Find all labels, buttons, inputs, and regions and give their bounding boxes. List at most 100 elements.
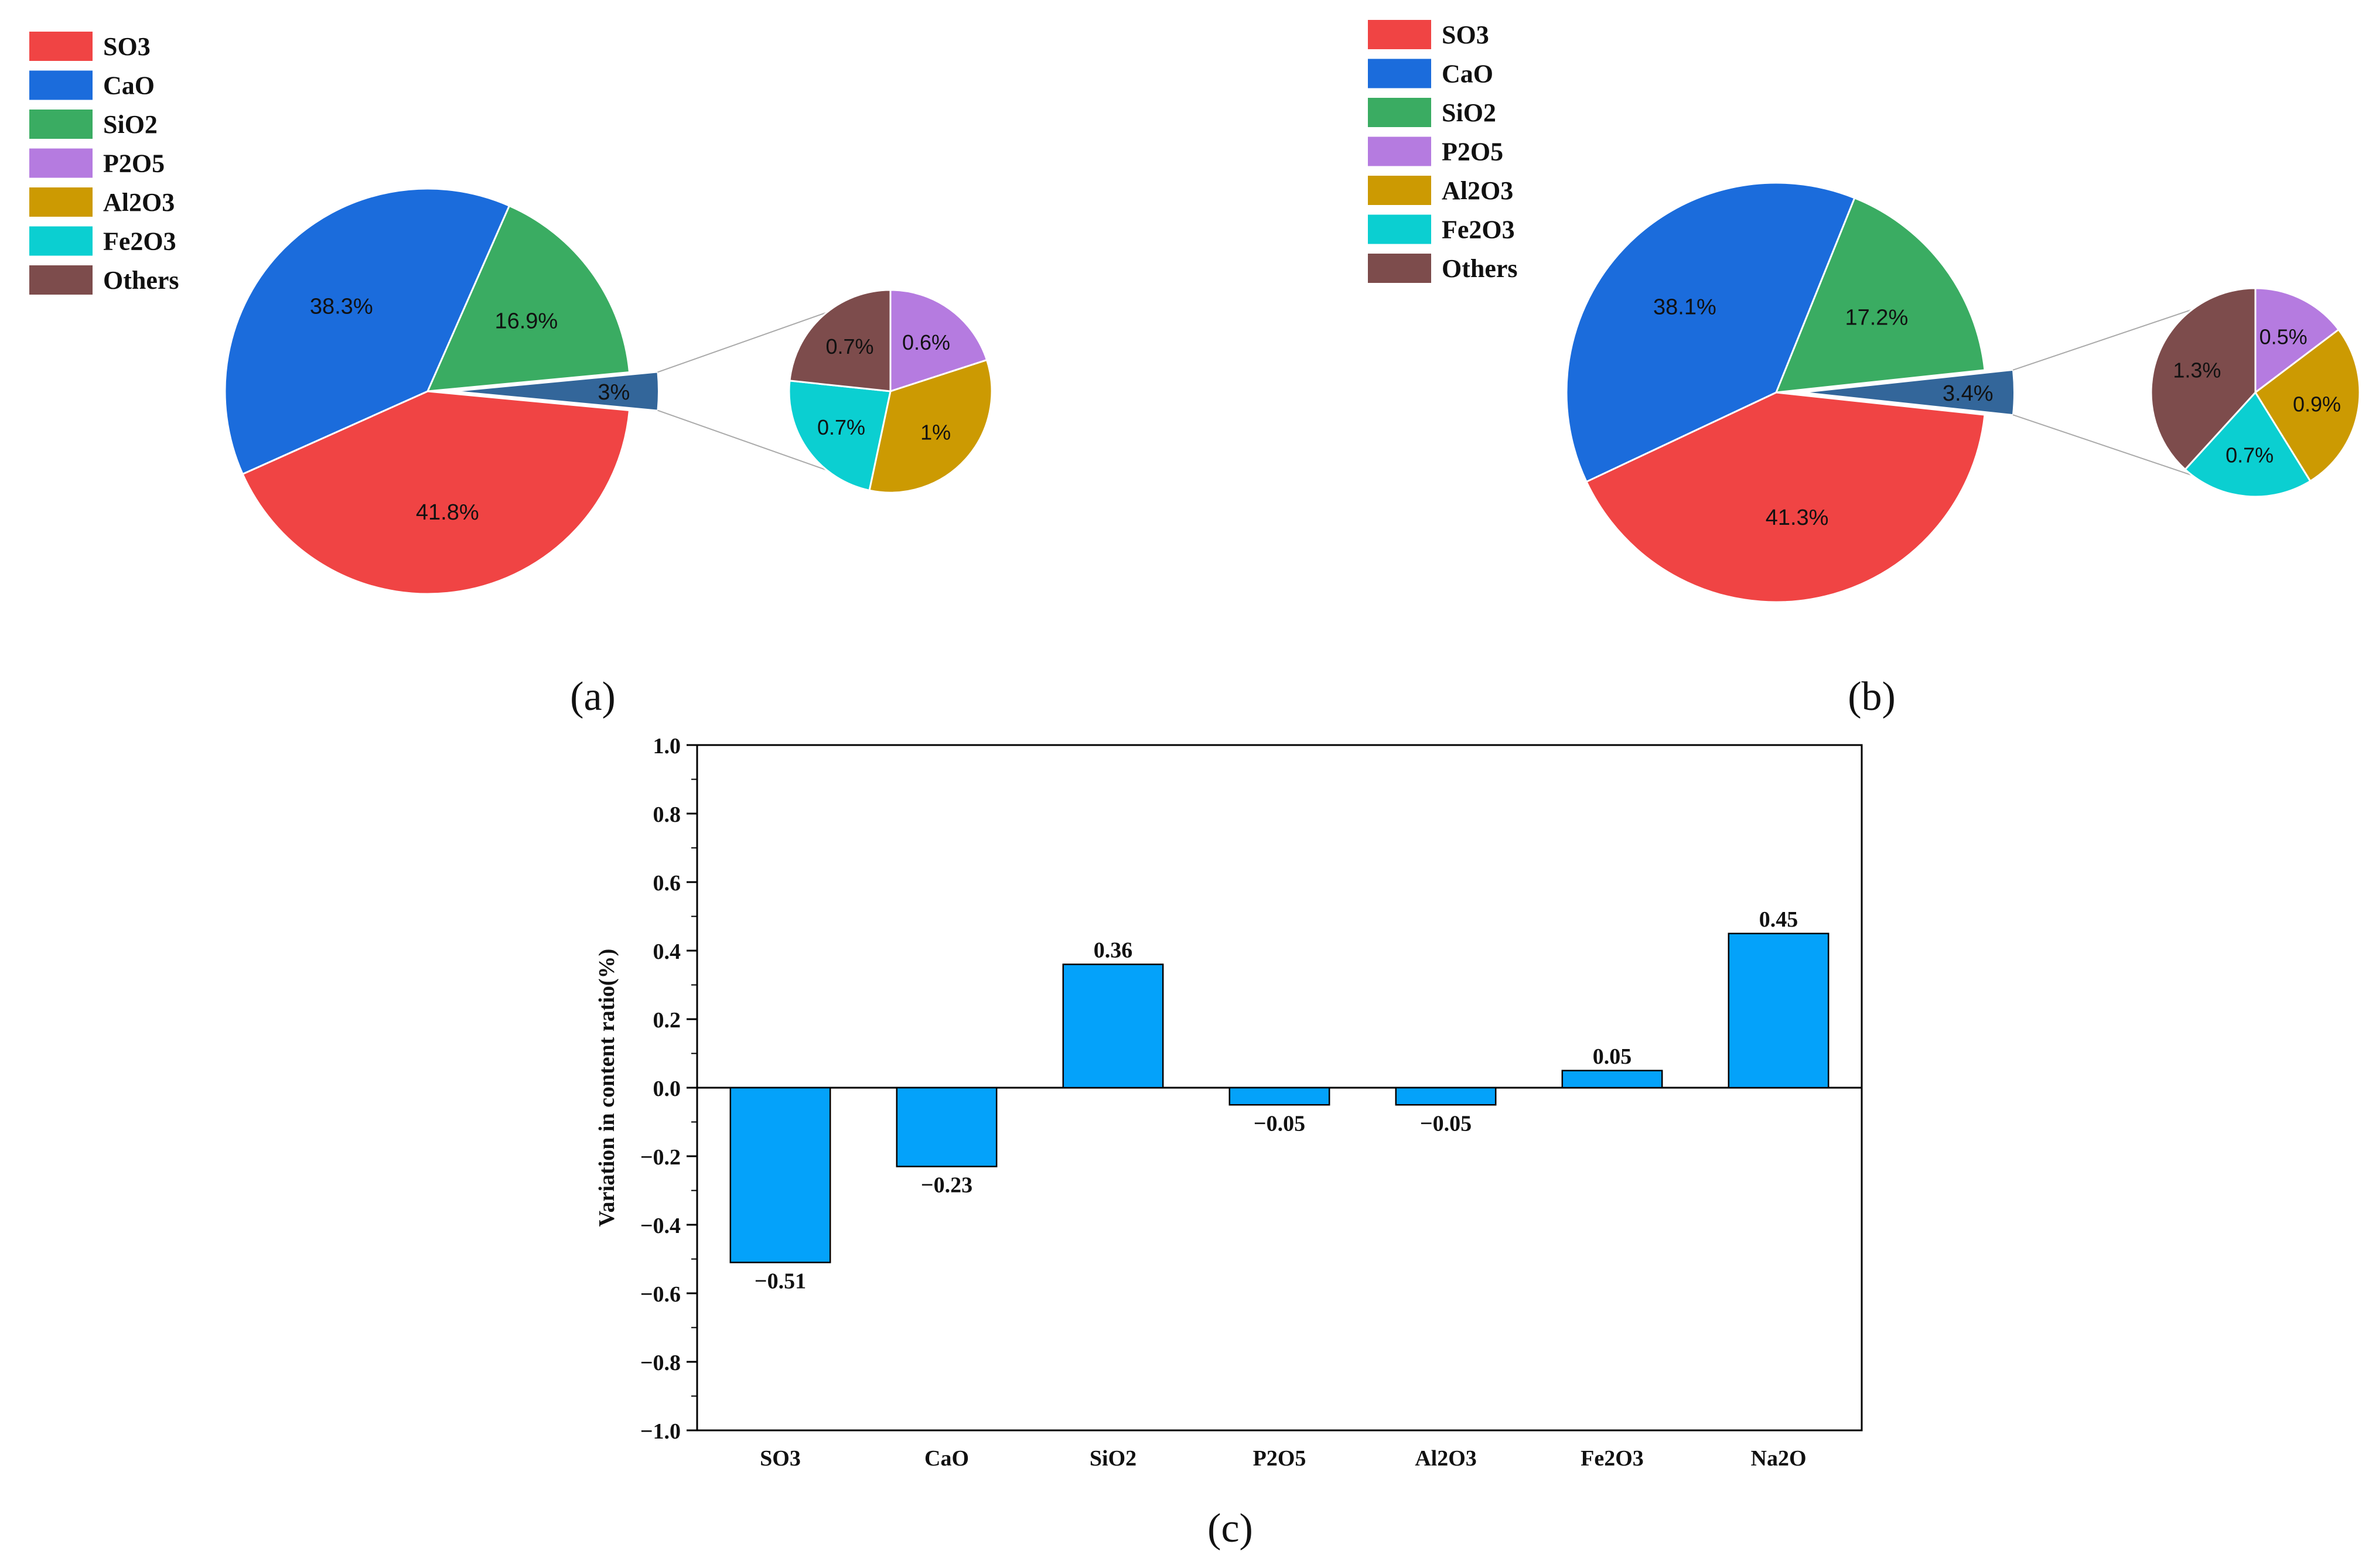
x-tick-label-na2o: Na2O — [1751, 1446, 1807, 1471]
x-tick-label-so3: SO3 — [760, 1446, 801, 1471]
bar-value-label-fe2o3: 0.05 — [1593, 1044, 1632, 1069]
pie-slice-so3 — [1585, 391, 1986, 603]
bar-value-label-cao: −0.23 — [921, 1173, 972, 1198]
pie-chart-b: SO3 CaO SiO2 P2O5 Al2O3 Fe2O3 Others 41.3% 38.1%… — [1368, 20, 2361, 719]
breakout-slice-others — [789, 289, 892, 392]
breakout-label-al2o3: 0.9% — [2293, 392, 2341, 416]
pie-chart-a: SO3 CaO SiO2 P2O5 Al2O3 Fe2O3 Others 41.8% 38.3%… — [29, 32, 993, 719]
bar-value-label-p2o5: −0.05 — [1254, 1111, 1305, 1136]
y-tick-label: 0.0 — [653, 1077, 681, 1101]
bar-p2o5 — [1228, 1087, 1330, 1106]
legend-swatch-so3 — [29, 32, 93, 61]
bar-cao — [896, 1087, 998, 1167]
legend-label-p2o5: P2O5 — [103, 149, 165, 178]
breakout-slice-p2o5 — [2254, 287, 2340, 395]
pie-slice-so3 — [241, 390, 631, 595]
bar-chart-c: 1.0 0.8 0.6 0.4 0.2 0.0 −0.2 −0.4 −0.6 −0.8 −1.0 Va… — [595, 734, 1863, 1551]
bar-na2o — [1728, 932, 1830, 1089]
breakout-slice-others — [2150, 287, 2257, 471]
legend-swatch-sio2 — [1368, 98, 1431, 127]
legend-swatch-al2o3 — [29, 187, 93, 217]
panel-label-b: (b) — [1848, 674, 1896, 719]
y-tick-label: 0.2 — [653, 1008, 681, 1033]
y-tick-label: 0.8 — [653, 802, 681, 827]
legend-swatch-cao — [29, 70, 93, 100]
breakout-label-p2o5: 0.5% — [2259, 324, 2308, 349]
x-tick-label-p2o5: P2O5 — [1253, 1446, 1306, 1471]
breakout-label-fe2o3: 0.7% — [2226, 443, 2274, 467]
y-tick-label: 0.4 — [653, 940, 681, 964]
slice-label-so3: 41.3% — [1766, 505, 1829, 530]
legend-label-sio2: SiO2 — [1442, 98, 1496, 127]
legend-label-cao: CaO — [103, 71, 155, 100]
legend-label-others: Others — [1442, 254, 1518, 283]
legend-label-fe2o3: Fe2O3 — [1442, 216, 1515, 244]
legend-swatch-p2o5 — [29, 148, 93, 178]
y-tick-label: −1.0 — [640, 1419, 681, 1444]
legend-swatch-others — [29, 265, 93, 295]
bar-al2o3 — [1395, 1087, 1497, 1106]
breakout-slice-p2o5 — [889, 289, 988, 393]
slice-label-so3: 41.8% — [416, 500, 479, 525]
pie-slice-sio2 — [426, 204, 631, 392]
y-tick-label: −0.4 — [640, 1214, 681, 1238]
legend-label-al2o3: Al2O3 — [103, 188, 175, 217]
x-tick-label-fe2o3: Fe2O3 — [1581, 1446, 1644, 1471]
pie-slice-minor-oxides — [1804, 369, 2015, 416]
y-axis-title: Variation in content ratio(%) — [595, 949, 619, 1227]
y-tick-label: −0.2 — [640, 1145, 681, 1170]
legend-swatch-others — [1368, 254, 1431, 283]
legend-swatch-p2o5 — [1368, 136, 1431, 166]
legend-swatch-so3 — [1368, 20, 1431, 49]
slice-label-cao: 38.3% — [310, 295, 373, 319]
slice-label-sio2: 16.9% — [494, 309, 558, 334]
x-tick-label-al2o3: Al2O3 — [1415, 1446, 1477, 1471]
breakout-label-others: 0.7% — [826, 334, 874, 358]
breakout-slice-fe2o3 — [2183, 391, 2312, 498]
breakout-label-al2o3: 1% — [920, 420, 951, 444]
bar-value-label-sio2: 0.36 — [1094, 938, 1133, 962]
bar-value-label-so3: −0.51 — [755, 1269, 806, 1293]
bar-value-label-al2o3: −0.05 — [1420, 1111, 1472, 1136]
panel-label-a: (a) — [570, 674, 616, 719]
legend-swatch-cao — [1368, 59, 1431, 88]
legend-label-p2o5: P2O5 — [1442, 138, 1503, 166]
pie-slice-sio2 — [1774, 197, 1986, 394]
breakout-slice-al2o3 — [2254, 328, 2361, 483]
legend-label-sio2: SiO2 — [103, 110, 158, 139]
y-tick-label: −0.8 — [640, 1351, 681, 1375]
y-tick-label: −0.6 — [640, 1282, 681, 1307]
bar-sio2 — [1062, 964, 1164, 1089]
bar-value-label-na2o: 0.45 — [1759, 907, 1798, 932]
y-tick-label: 0.6 — [653, 871, 681, 896]
x-tick-label-sio2: SiO2 — [1090, 1446, 1136, 1471]
panel-label-c: (c) — [1207, 1506, 1253, 1551]
legend-label-so3: SO3 — [1442, 21, 1489, 49]
legend-label-al2o3: Al2O3 — [1442, 176, 1513, 205]
legend-swatch-al2o3 — [1368, 176, 1431, 205]
pie-slice-minor-oxides — [455, 371, 659, 411]
legend-label-fe2o3: Fe2O3 — [103, 227, 176, 256]
legend-swatch-fe2o3 — [29, 226, 93, 256]
legend-label-others: Others — [103, 266, 179, 295]
bar-so3 — [729, 1087, 831, 1263]
pie-slice-cao — [1565, 182, 1856, 483]
legend-swatch-sio2 — [29, 110, 93, 139]
y-tick-label: 1.0 — [653, 734, 681, 759]
pie-slice-cao — [224, 187, 511, 476]
slice-label-minor-oxides: 3% — [598, 380, 630, 405]
breakout-slice-fe2o3 — [788, 380, 892, 492]
breakout-label-fe2o3: 0.7% — [817, 415, 865, 439]
bar-fe2o3 — [1561, 1070, 1663, 1089]
legend-swatch-fe2o3 — [1368, 214, 1431, 244]
slice-label-minor-oxides: 3.4% — [1943, 381, 1994, 406]
slice-label-sio2: 17.2% — [1845, 305, 1908, 330]
legend-label-so3: SO3 — [103, 32, 151, 61]
x-tick-label-cao: CaO — [924, 1446, 969, 1471]
breakout-label-p2o5: 0.6% — [902, 330, 950, 354]
breakout-slice-al2o3 — [868, 358, 993, 494]
legend-label-cao: CaO — [1442, 60, 1493, 88]
breakout-label-others: 1.3% — [2173, 358, 2221, 382]
slice-label-cao: 38.1% — [1653, 295, 1716, 319]
